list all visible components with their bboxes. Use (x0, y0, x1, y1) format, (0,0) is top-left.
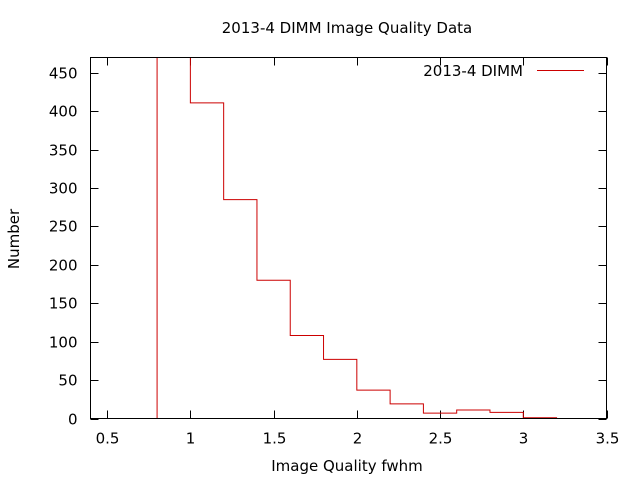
y-tick-label: 50 (58, 372, 77, 390)
y-tick-label: 350 (49, 142, 78, 160)
y-tick-label: 400 (49, 103, 78, 121)
x-tick-label: 2 (353, 430, 363, 448)
x-tick-label: 1.5 (263, 430, 287, 448)
x-tick-label: 3 (519, 430, 529, 448)
legend-label: 2013-4 DIMM (423, 62, 523, 80)
x-tick-label: 1 (186, 430, 196, 448)
x-axis-label: Image Quality fwhm (271, 457, 423, 475)
x-tick-label: 0.5 (96, 430, 120, 448)
y-tick-label: 0 (68, 411, 78, 429)
series-step-line (156, 57, 558, 419)
y-tick-label: 250 (49, 218, 78, 236)
y-tick-label: 150 (49, 295, 78, 313)
y-axis-ticks: 0 50 100 150 200 250 300 350 400 450 (49, 65, 607, 429)
legend: 2013-4 DIMM (423, 62, 584, 80)
y-tick-label: 300 (49, 180, 78, 198)
x-tick-label: 2.5 (429, 430, 453, 448)
plot-frame (90, 57, 607, 419)
x-tick-label: 3.5 (596, 430, 620, 448)
data-series (156, 57, 558, 419)
y-tick-label: 100 (49, 334, 78, 352)
y-axis-label: Number (5, 208, 23, 269)
y-tick-label: 200 (49, 257, 78, 275)
x-axis-ticks: 0.5 1 1.5 2 2.5 3 3.5 (96, 57, 620, 448)
chart-title: 2013-4 DIMM Image Quality Data (222, 19, 472, 37)
y-tick-label: 450 (49, 65, 78, 83)
